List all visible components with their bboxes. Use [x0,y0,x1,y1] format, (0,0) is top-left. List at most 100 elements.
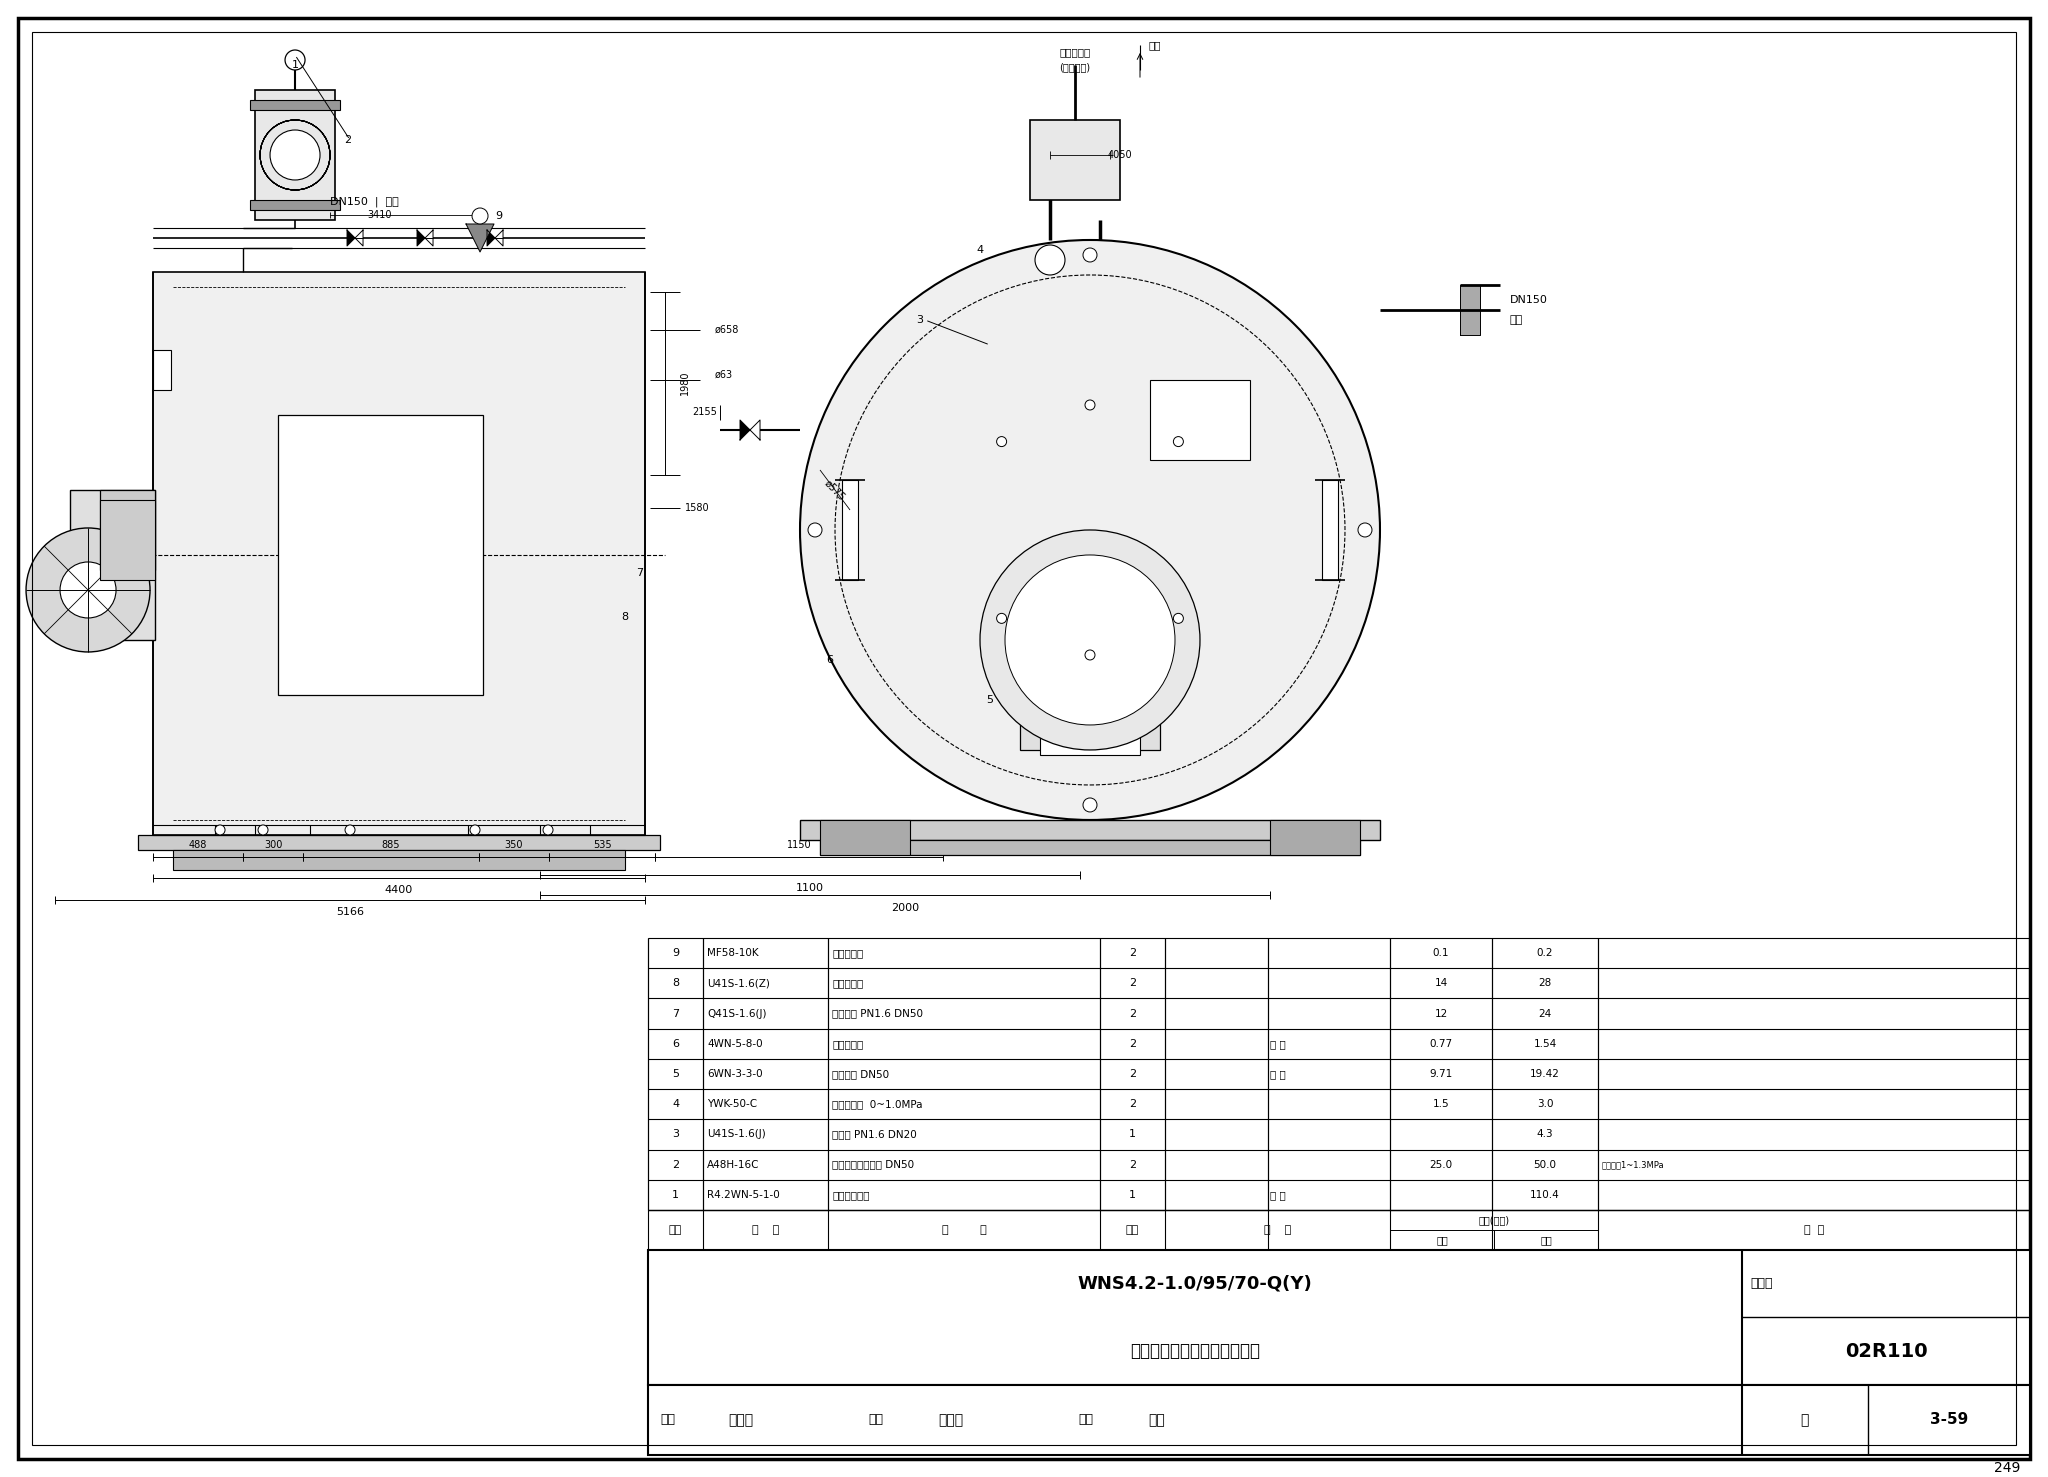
Bar [1151,380,1249,459]
Text: DN150: DN150 [1509,295,1548,304]
Text: 李春林: 李春林 [727,1413,754,1427]
Circle shape [1358,523,1372,538]
Text: 2: 2 [344,134,352,145]
Text: 5166: 5166 [336,907,365,917]
Bar [1020,640,1159,750]
Text: MF58-10K: MF58-10K [707,948,758,959]
Text: 数量: 数量 [1126,1224,1139,1235]
Text: 弹簧式带手安全阀 DN50: 弹簧式带手安全阀 DN50 [831,1159,913,1170]
Text: 校对: 校对 [868,1413,883,1427]
Text: 110.4: 110.4 [1530,1190,1561,1199]
Text: 审核: 审核 [659,1413,676,1427]
Circle shape [997,437,1008,446]
Text: 1: 1 [1128,1190,1137,1199]
Text: 排污弯管 DN50: 排污弯管 DN50 [831,1069,889,1080]
Text: 1150: 1150 [786,840,811,849]
Text: ø63: ø63 [715,369,733,380]
Circle shape [59,561,117,617]
Text: U41S-1.6(Z): U41S-1.6(Z) [707,978,770,988]
Polygon shape [487,230,496,247]
Bar [842,480,858,580]
Bar [819,840,1360,855]
Text: 页: 页 [1800,1413,1808,1427]
Text: A48H-16C: A48H-16C [707,1159,760,1170]
Text: 热水锅炉管道、阀门、仪表图: 热水锅炉管道、阀门、仪表图 [1130,1343,1260,1360]
Text: 488: 488 [188,840,207,849]
Text: 温度传感器: 温度传感器 [831,948,864,959]
Text: 0.1: 0.1 [1434,948,1450,959]
Text: 2: 2 [1128,978,1137,988]
Text: ø575: ø575 [823,477,848,502]
Bar [100,501,156,580]
Bar [100,490,156,570]
Text: 佳弦: 佳弦 [1149,1413,1165,1427]
Circle shape [471,208,487,225]
Text: 排污管支架: 排污管支架 [831,1038,864,1049]
Polygon shape [739,419,750,440]
Text: 序号: 序号 [670,1224,682,1235]
Text: R4.2WN-5-1-0: R4.2WN-5-1-0 [707,1190,780,1199]
Circle shape [1083,798,1098,812]
Text: 图集号: 图集号 [1749,1278,1772,1291]
Text: 4.3: 4.3 [1536,1130,1552,1139]
Text: 1980: 1980 [680,371,690,396]
Circle shape [258,826,268,835]
Bar [1030,120,1120,199]
Bar [154,350,172,390]
Text: 1: 1 [1128,1130,1137,1139]
Text: 压力控制器  0~1.0MPa: 压力控制器 0~1.0MPa [831,1099,922,1109]
Text: 2000: 2000 [891,902,920,913]
Circle shape [215,826,225,835]
Bar [250,199,340,210]
Text: 7: 7 [672,1009,680,1019]
Circle shape [801,239,1380,820]
Text: 1: 1 [291,61,299,69]
Text: 重量(公斤): 重量(公斤) [1479,1216,1509,1224]
Polygon shape [346,230,354,247]
Circle shape [543,826,553,835]
Text: 组 件: 组 件 [1270,1190,1286,1199]
Text: 组 件: 组 件 [1270,1038,1286,1049]
Text: 2155: 2155 [692,408,717,417]
Text: 自动排汽阀: 自动排汽阀 [1059,47,1092,58]
Text: 2: 2 [1128,1038,1137,1049]
Text: 2: 2 [1128,1009,1137,1019]
Text: 350: 350 [504,840,524,849]
Text: 自动排污装置: 自动排污装置 [831,1190,870,1199]
Bar [279,415,483,696]
Text: 9: 9 [672,948,680,959]
Bar [647,1250,2030,1385]
Text: WNS4.2-1.0/95/70-Q(Y): WNS4.2-1.0/95/70-Q(Y) [1077,1275,1313,1292]
Text: 3410: 3410 [369,210,393,220]
Bar [250,100,340,109]
Bar [1270,820,1360,855]
Text: 柱塞式闸阀: 柱塞式闸阀 [831,978,864,988]
Polygon shape [467,225,494,253]
Text: 24: 24 [1538,1009,1552,1019]
Bar [1040,700,1141,755]
Text: 4WN-5-8-0: 4WN-5-8-0 [707,1038,762,1049]
Circle shape [1006,555,1176,725]
Circle shape [285,50,305,69]
Circle shape [27,527,150,651]
Text: 1580: 1580 [684,504,711,513]
Bar [647,1385,2030,1455]
Text: 设计: 设计 [1077,1413,1094,1427]
Text: ø658: ø658 [715,325,739,335]
Text: 整定压力1~1.3MPa: 整定压力1~1.3MPa [1602,1159,1665,1170]
Text: DN150  |  回水: DN150 | 回水 [330,196,399,207]
Text: 885: 885 [381,840,399,849]
Circle shape [1034,245,1065,275]
Text: 单件: 单件 [1436,1235,1448,1245]
Text: 组 件: 组 件 [1270,1069,1286,1080]
Text: 2: 2 [1128,948,1137,959]
Text: 1.54: 1.54 [1534,1038,1556,1049]
Text: 4: 4 [977,245,983,256]
Circle shape [1174,437,1184,446]
Text: 代    号: 代 号 [752,1224,778,1235]
Bar [172,849,625,870]
Text: 出水: 出水 [1509,315,1524,325]
Text: 25.0: 25.0 [1430,1159,1452,1170]
Text: 3.0: 3.0 [1536,1099,1552,1109]
Text: 2: 2 [1128,1099,1137,1109]
